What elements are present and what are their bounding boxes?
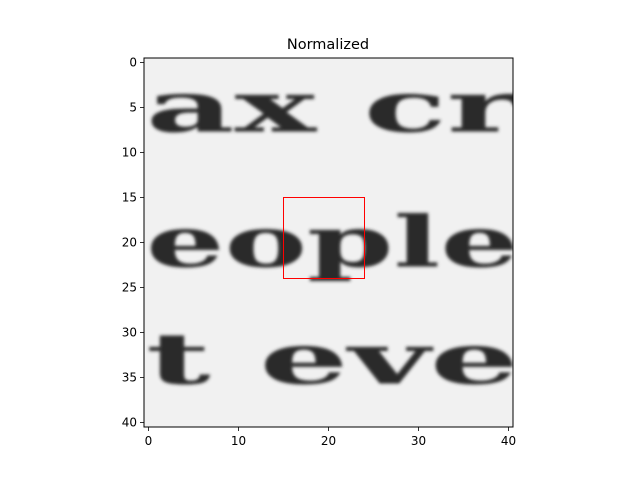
x-axis: 0 10 20 30 40 (145, 427, 516, 448)
image-text-line: t eve (146, 317, 519, 400)
y-tick-label: 40 (122, 416, 137, 430)
x-tick-label: 10 (231, 434, 246, 448)
x-tick-label: 40 (501, 434, 516, 448)
y-axis: 0 5 10 15 20 25 30 35 40 (122, 56, 144, 430)
highlight-box (283, 197, 365, 279)
x-tick-label: 20 (321, 434, 336, 448)
y-tick-label: 10 (122, 146, 137, 160)
image-text-line: ax cr (146, 65, 521, 148)
image-background (144, 58, 513, 427)
plot-area: ax cr eople t eve (144, 58, 521, 427)
y-tick-label: 35 (122, 371, 137, 385)
x-tick-label: 30 (411, 434, 426, 448)
y-tick-label: 30 (122, 326, 137, 340)
y-tick-label: 0 (129, 56, 137, 70)
scanned-text-image: ax cr eople t eve (146, 65, 521, 400)
y-tick-label: 5 (129, 101, 137, 115)
image-text-line: eople (146, 200, 519, 283)
x-tick-label: 0 (145, 434, 153, 448)
chart-title: Normalized (287, 37, 369, 53)
y-tick-label: 20 (122, 236, 137, 250)
y-tick-label: 15 (122, 191, 137, 205)
y-tick-label: 25 (122, 281, 137, 295)
